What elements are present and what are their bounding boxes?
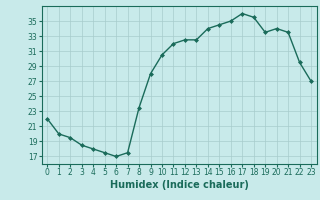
X-axis label: Humidex (Indice chaleur): Humidex (Indice chaleur)	[110, 180, 249, 190]
